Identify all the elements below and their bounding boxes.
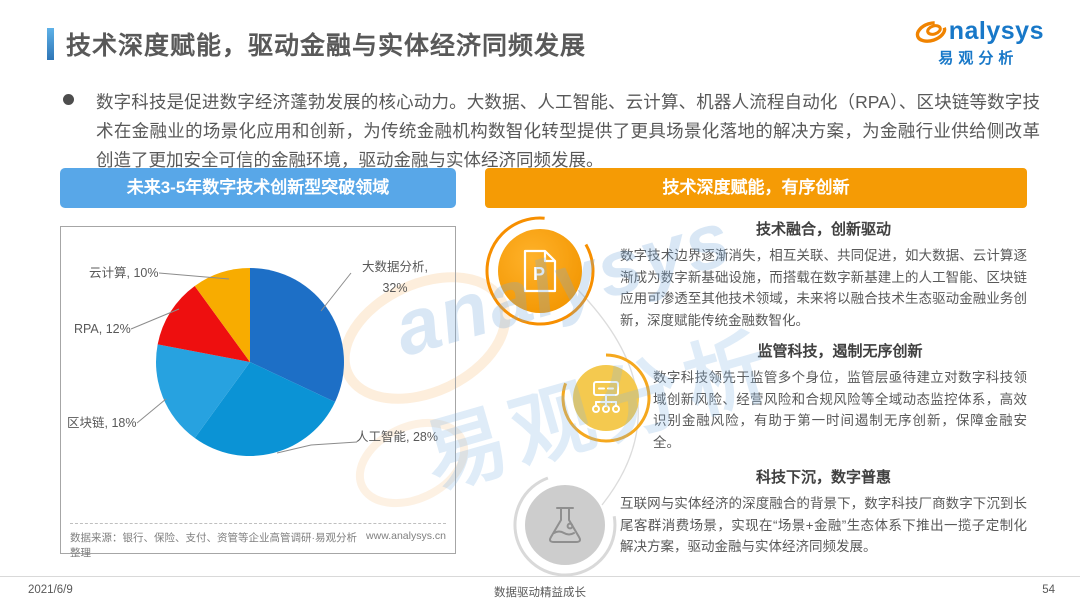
- network-icon: [561, 353, 651, 443]
- right-item-3: 科技下沉，数字普惠 互联网与实体经济的深度融合的背景下，数字科技厂商数字下沉到长…: [620, 466, 1027, 558]
- pie-label-人工智能: 人工智能, 28%: [356, 430, 438, 444]
- pie-chart-card: 大数据分析, 32% 人工智能, 28% 区块链, 18% RPA, 12% 云计算, …: [60, 226, 456, 559]
- analysys-swirl-icon: [915, 21, 947, 43]
- intro-text: 数字科技是促进数字经济蓬勃发展的核心动力。大数据、人工智能、云计算、机器人流程自…: [96, 92, 1040, 170]
- source-row: 数据来源：银行、保险、支付、资管等企业高管调研·易观分析整理 www.analy…: [70, 530, 446, 560]
- left-section-header: 未来3-5年数字技术创新型突破领域: [60, 168, 456, 208]
- svg-text:P: P: [533, 264, 545, 284]
- pie-chart: [130, 268, 358, 456]
- right-item-2: 监管科技，遏制无序创新 数字科技领先于监管多个身位，监管层亟待建立对数字科技领域…: [653, 340, 1027, 453]
- website-text: www.analysys.cn: [366, 530, 446, 542]
- icon-rail: P: [485, 216, 651, 577]
- footer-page-number: 54: [1042, 584, 1055, 596]
- footer: 2021/6/9 数据驱动精益成长 54: [0, 576, 1080, 608]
- pie-slice-人工智能: [194, 362, 336, 456]
- pie-slice-云计算: [194, 268, 250, 362]
- pie-label-区块链: 区块链, 18%: [67, 416, 137, 430]
- right-item-3-title: 科技下沉，数字普惠: [755, 469, 891, 486]
- flask-icon: [513, 476, 617, 577]
- page-title: 技术深度赋能，驱动金融与实体经济同频发展: [66, 32, 587, 60]
- title-row: 技术深度赋能，驱动金融与实体经济同频发展: [47, 26, 586, 62]
- title-accent-bar: [47, 28, 54, 60]
- pie-label-大数据分析: 大数据分析, 32%: [362, 260, 428, 295]
- data-source-text: 数据来源：银行、保险、支付、资管等企业高管调研·易观分析整理: [70, 532, 357, 559]
- pie-label-云计算: 云计算, 10%: [89, 266, 159, 280]
- right-item-1-title: 技术融合，创新驱动: [755, 221, 891, 238]
- bullet-icon: [63, 94, 74, 105]
- right-item-2-title: 监管科技，遏制无序创新: [757, 343, 923, 360]
- footer-slogan: 数据驱动精益成长: [494, 587, 586, 599]
- card-divider: [70, 523, 446, 524]
- logo-brand-cn: 易观分析: [938, 50, 1019, 67]
- pie-label-RPA: RPA, 12%: [74, 322, 131, 336]
- intro-paragraph: 数字科技是促进数字经济蓬勃发展的核心动力。大数据、人工智能、云计算、机器人流程自…: [63, 88, 1040, 175]
- pie-slice-大数据分析: [250, 268, 344, 403]
- right-item-1: 技术融合，创新驱动 数字技术边界逐渐消失，相互关联、共同促进，如大数据、云计算逐…: [620, 218, 1027, 331]
- document-p-icon: P: [485, 216, 595, 326]
- pie-slice-RPA: [157, 285, 250, 362]
- footer-date: 2021/6/9: [28, 584, 73, 596]
- right-item-1-body: 数字技术边界逐渐消失，相互关联、共同促进，如大数据、云计算逐渐成为数字新基础设施…: [620, 248, 1027, 328]
- pie-slice-区块链: [155, 344, 250, 439]
- right-section-header: 技术深度赋能，有序创新: [485, 168, 1027, 208]
- right-item-3-body: 互联网与实体经济的深度融合的背景下，数字科技厂商数字下沉到长尾客群消费场景，实现…: [620, 496, 1027, 554]
- right-item-2-body: 数字科技领先于监管多个身位，监管层亟待建立对数字科技领域创新风险、经营风险和合规…: [653, 370, 1027, 450]
- right-panel: P: [485, 208, 1027, 578]
- brand-logo: nalysys 易观分析: [913, 18, 1044, 68]
- logo-brand-text: nalysys: [948, 17, 1044, 45]
